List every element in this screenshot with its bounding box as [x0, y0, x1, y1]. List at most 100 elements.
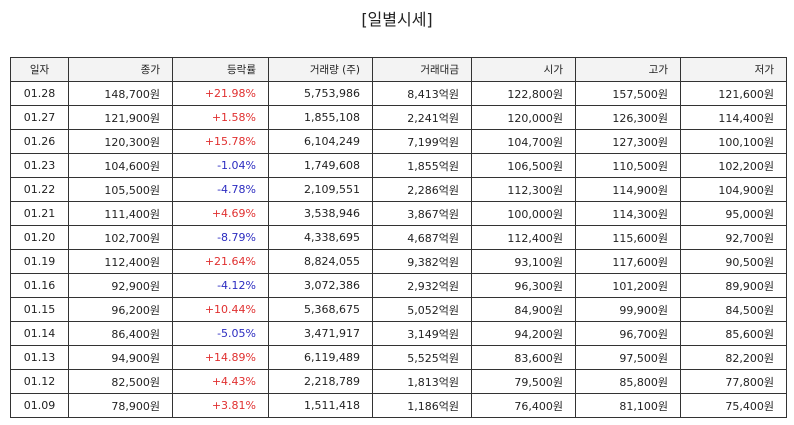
- cell-volume: 2,109,551: [268, 177, 373, 202]
- cell-amount: 7,199억원: [372, 129, 472, 154]
- cell-amount: 9,382억원: [372, 249, 472, 274]
- cell-amount: 5,052억원: [372, 297, 472, 322]
- cell-amount: 3,149억원: [372, 321, 472, 346]
- cell-volume: 1,855,108: [268, 105, 373, 130]
- cell-open: 100,000원: [471, 201, 576, 226]
- cell-change: +3.81%: [172, 393, 269, 418]
- cell-date: 01.23: [10, 153, 69, 178]
- cell-change: +14.89%: [172, 345, 269, 370]
- cell-close: 104,600원: [68, 153, 173, 178]
- cell-close: 94,900원: [68, 345, 173, 370]
- daily-price-table: 일자 종가 등락률 거래량 (주) 거래대금 시가 고가 저가 01.28 14…: [10, 57, 787, 418]
- cell-volume: 6,119,489: [268, 345, 373, 370]
- cell-high: 101,200원: [575, 273, 681, 298]
- cell-open: 84,900원: [471, 297, 576, 322]
- table-row: 01.21 111,400원 +4.69% 3,538,946 3,867억원 …: [10, 201, 787, 226]
- cell-low: 85,600원: [680, 321, 787, 346]
- cell-high: 96,700원: [575, 321, 681, 346]
- cell-volume: 3,471,917: [268, 321, 373, 346]
- cell-open: 76,400원: [471, 393, 576, 418]
- cell-close: 96,200원: [68, 297, 173, 322]
- cell-volume: 3,538,946: [268, 201, 373, 226]
- cell-date: 01.13: [10, 345, 69, 370]
- column-header-change: 등락률: [172, 57, 269, 82]
- cell-change: +1.58%: [172, 105, 269, 130]
- table-row: 01.27 121,900원 +1.58% 1,855,108 2,241억원 …: [10, 105, 787, 130]
- cell-close: 148,700원: [68, 81, 173, 106]
- cell-open: 83,600원: [471, 345, 576, 370]
- cell-change: -1.04%: [172, 153, 269, 178]
- cell-low: 75,400원: [680, 393, 787, 418]
- column-header-high: 고가: [575, 57, 681, 82]
- cell-change: -5.05%: [172, 321, 269, 346]
- cell-low: 104,900원: [680, 177, 787, 202]
- cell-amount: 2,241억원: [372, 105, 472, 130]
- cell-high: 115,600원: [575, 225, 681, 250]
- cell-high: 99,900원: [575, 297, 681, 322]
- cell-volume: 8,824,055: [268, 249, 373, 274]
- cell-high: 114,300원: [575, 201, 681, 226]
- cell-amount: 2,286억원: [372, 177, 472, 202]
- cell-low: 77,800원: [680, 369, 787, 394]
- cell-volume: 3,072,386: [268, 273, 373, 298]
- cell-open: 122,800원: [471, 81, 576, 106]
- cell-open: 96,300원: [471, 273, 576, 298]
- cell-low: 100,100원: [680, 129, 787, 154]
- cell-low: 82,200원: [680, 345, 787, 370]
- cell-open: 79,500원: [471, 369, 576, 394]
- cell-low: 92,700원: [680, 225, 787, 250]
- cell-close: 92,900원: [68, 273, 173, 298]
- cell-volume: 1,749,608: [268, 153, 373, 178]
- table-row: 01.15 96,200원 +10.44% 5,368,675 5,052억원 …: [10, 297, 787, 322]
- cell-low: 90,500원: [680, 249, 787, 274]
- cell-change: -8.79%: [172, 225, 269, 250]
- cell-open: 94,200원: [471, 321, 576, 346]
- cell-close: 105,500원: [68, 177, 173, 202]
- table-row: 01.16 92,900원 -4.12% 3,072,386 2,932억원 9…: [10, 273, 787, 298]
- table-row: 01.26 120,300원 +15.78% 6,104,249 7,199억원…: [10, 129, 787, 154]
- cell-close: 102,700원: [68, 225, 173, 250]
- cell-high: 110,500원: [575, 153, 681, 178]
- cell-open: 112,300원: [471, 177, 576, 202]
- cell-amount: 1,855억원: [372, 153, 472, 178]
- cell-amount: 1,813억원: [372, 369, 472, 394]
- table-row: 01.23 104,600원 -1.04% 1,749,608 1,855억원 …: [10, 153, 787, 178]
- column-header-amount: 거래대금: [372, 57, 472, 82]
- cell-high: 127,300원: [575, 129, 681, 154]
- cell-volume: 1,511,418: [268, 393, 373, 418]
- table-row: 01.20 102,700원 -8.79% 4,338,695 4,687억원 …: [10, 225, 787, 250]
- cell-high: 81,100원: [575, 393, 681, 418]
- cell-high: 117,600원: [575, 249, 681, 274]
- cell-amount: 5,525억원: [372, 345, 472, 370]
- cell-change: +21.64%: [172, 249, 269, 274]
- cell-high: 157,500원: [575, 81, 681, 106]
- cell-amount: 4,687억원: [372, 225, 472, 250]
- cell-high: 114,900원: [575, 177, 681, 202]
- cell-open: 120,000원: [471, 105, 576, 130]
- cell-high: 126,300원: [575, 105, 681, 130]
- table-row: 01.13 94,900원 +14.89% 6,119,489 5,525억원 …: [10, 345, 787, 370]
- cell-change: +15.78%: [172, 129, 269, 154]
- cell-close: 111,400원: [68, 201, 173, 226]
- cell-date: 01.22: [10, 177, 69, 202]
- column-header-date: 일자: [10, 57, 69, 82]
- cell-low: 89,900원: [680, 273, 787, 298]
- cell-volume: 4,338,695: [268, 225, 373, 250]
- cell-volume: 2,218,789: [268, 369, 373, 394]
- cell-open: 112,400원: [471, 225, 576, 250]
- column-header-open: 시가: [471, 57, 576, 82]
- cell-amount: 3,867억원: [372, 201, 472, 226]
- cell-change: +10.44%: [172, 297, 269, 322]
- table-row: 01.22 105,500원 -4.78% 2,109,551 2,286억원 …: [10, 177, 787, 202]
- cell-date: 01.28: [10, 81, 69, 106]
- cell-date: 01.27: [10, 105, 69, 130]
- cell-date: 01.09: [10, 393, 69, 418]
- column-header-low: 저가: [680, 57, 787, 82]
- cell-close: 120,300원: [68, 129, 173, 154]
- cell-close: 121,900원: [68, 105, 173, 130]
- cell-open: 104,700원: [471, 129, 576, 154]
- cell-high: 85,800원: [575, 369, 681, 394]
- page-title: [일별시세]: [361, 10, 433, 29]
- cell-open: 93,100원: [471, 249, 576, 274]
